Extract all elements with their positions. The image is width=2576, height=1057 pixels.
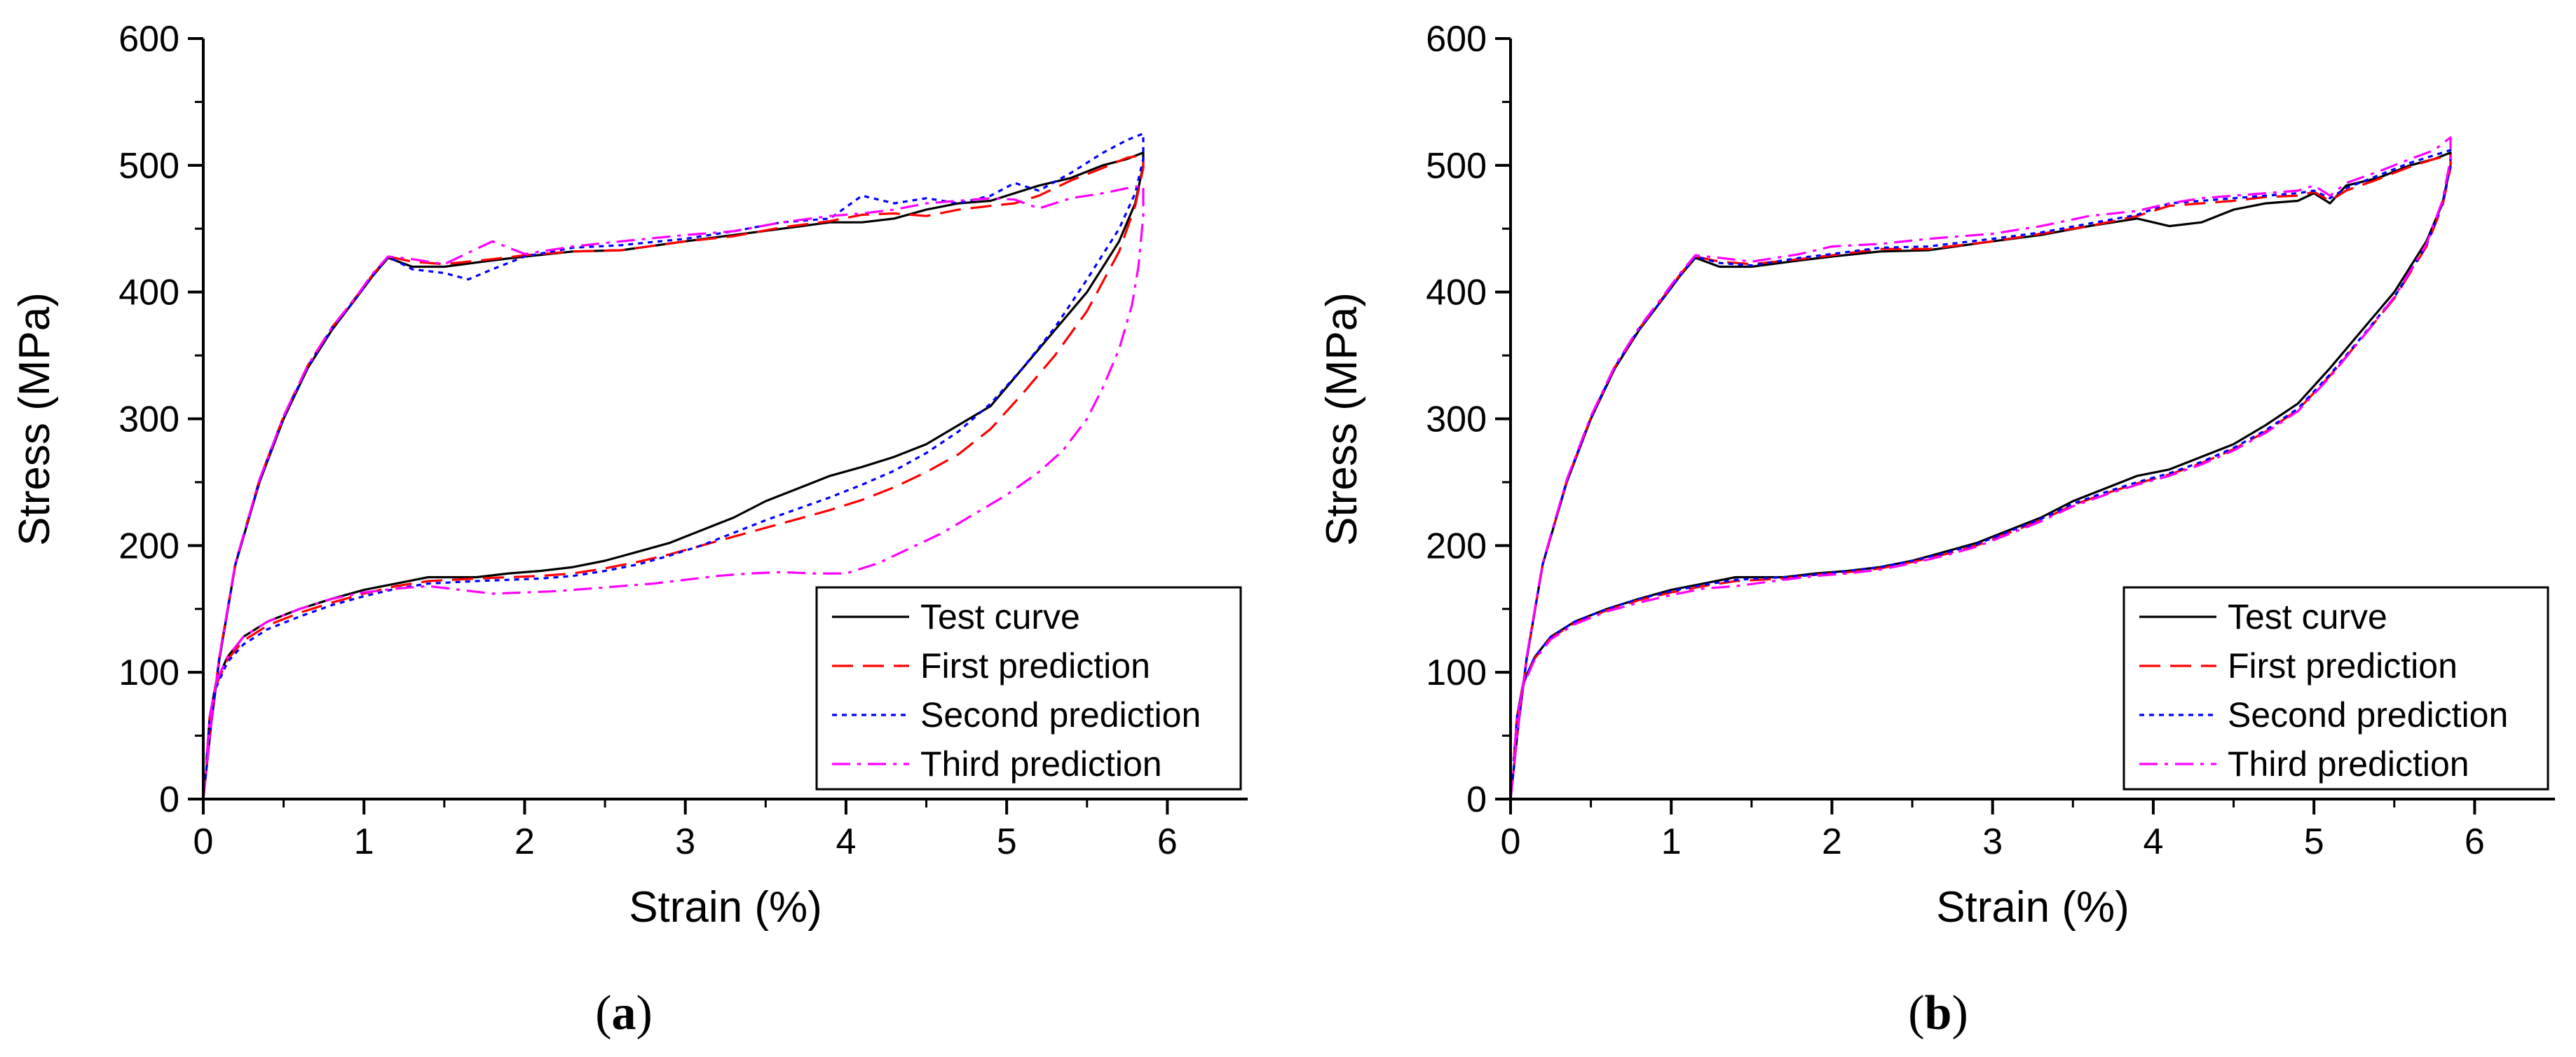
panel-b-y-tick-label: 600 (1426, 19, 1487, 60)
panel-a-y-tick-label: 200 (118, 526, 179, 566)
panel-b-legend-label-1: First prediction (2228, 646, 2458, 686)
panel-b-y-tick-label: 400 (1426, 273, 1487, 313)
panel-b-series-3-line (1509, 136, 2452, 800)
panel-b-legend-box (2122, 586, 2549, 791)
panel-b-y-axis-title: Stress (MPa) (1318, 292, 1366, 546)
panel-b-legend-label-2: Second prediction (2228, 695, 2508, 735)
panel-a-legend-label-1: First prediction (920, 646, 1150, 686)
panel-label-a-close: ) (636, 986, 653, 1040)
panel-a-y-tick-label: 0 (159, 779, 179, 820)
panel-b-legend-label-0: Test curve (2228, 597, 2387, 636)
panel-b-legend: Test curve First prediction Second predict… (2122, 586, 2549, 791)
panel-b-legend-label-3: Third prediction (2228, 744, 2469, 784)
panel-b-x-tick-label: 2 (1822, 821, 1842, 862)
panel-a-y-tick-label: 400 (118, 273, 179, 313)
panel-a-x-tick-label: 0 (193, 821, 214, 862)
panel-a-y-tick-label: 100 (118, 653, 179, 693)
panel-a-x-tick-label: 2 (514, 821, 535, 862)
panel-a-x-tick-label: 4 (836, 821, 856, 862)
panel-a-y-axis-title: Stress (MPa) (11, 292, 59, 546)
panel-b-y-tick-label: 0 (1466, 779, 1487, 820)
panel-a-series-2-line (202, 132, 1145, 800)
panel-b-series-2-line (1509, 149, 2452, 800)
panel-b-x-tick-label: 6 (2465, 821, 2485, 862)
panel-a-legend: Test curve First prediction Second predict… (815, 586, 1242, 791)
panel-a-series-0-line (202, 151, 1145, 800)
panel-b-x-axis-title: Strain (%) (1936, 883, 2129, 932)
panel-a-legend-box (815, 586, 1242, 791)
panel-b-y-tick-label: 100 (1426, 653, 1487, 693)
panel-a-x-tick-label: 6 (1157, 821, 1178, 862)
panel-b-x-tick-label: 1 (1661, 821, 1682, 862)
panel-b-x-tick-label: 3 (1982, 821, 2003, 862)
panel-label-b-open: ( (1908, 986, 1924, 1040)
panel-b-x-tick-label: 5 (2304, 821, 2324, 862)
panel-b-x-tick-label: 0 (1501, 821, 1521, 862)
panel-a-y-tick-label: 500 (118, 146, 179, 186)
panel-a-legend-label-3: Third prediction (920, 744, 1162, 784)
panel-a-y-tick-label: 300 (118, 400, 179, 440)
panel-label-b-letter: b (1925, 986, 1952, 1040)
panel-b: 0 1 2 3 4 5 6 0 100 200 300 400 500 600 Strain (%) Stre… (1318, 19, 2555, 932)
panel-a-legend-label-0: Test curve (920, 597, 1080, 636)
panel-b-y-tick-label: 500 (1426, 146, 1487, 186)
panel-a-y-tick-label: 600 (118, 19, 179, 60)
panel-b-y-tick-label: 200 (1426, 526, 1487, 566)
panel-label-a: (a) (595, 986, 653, 1040)
panel-a-x-tick-label: 1 (354, 821, 374, 862)
panel-label-a-letter: a (612, 986, 636, 1040)
panel-b-x-tick-label: 4 (2143, 821, 2163, 862)
panel-a-x-tick-label: 3 (675, 821, 695, 862)
panel-label-a-open: ( (595, 986, 611, 1040)
panel-a: 0 1 2 3 4 5 6 0 100 200 300 400 500 600 Strain (%) Stre… (11, 19, 1248, 932)
panel-a-x-axis-title: Strain (%) (629, 883, 822, 932)
panel-a-series-3-line (202, 184, 1145, 800)
panel-a-x-tick-label: 5 (997, 821, 1017, 862)
panel-b-y-tick-label: 300 (1426, 400, 1487, 440)
panel-label-b-close: ) (1951, 986, 1968, 1040)
panel-a-legend-label-2: Second prediction (920, 695, 1201, 735)
panel-label-b: (b) (1908, 986, 1968, 1040)
panel-a-series-1-line (202, 154, 1145, 800)
